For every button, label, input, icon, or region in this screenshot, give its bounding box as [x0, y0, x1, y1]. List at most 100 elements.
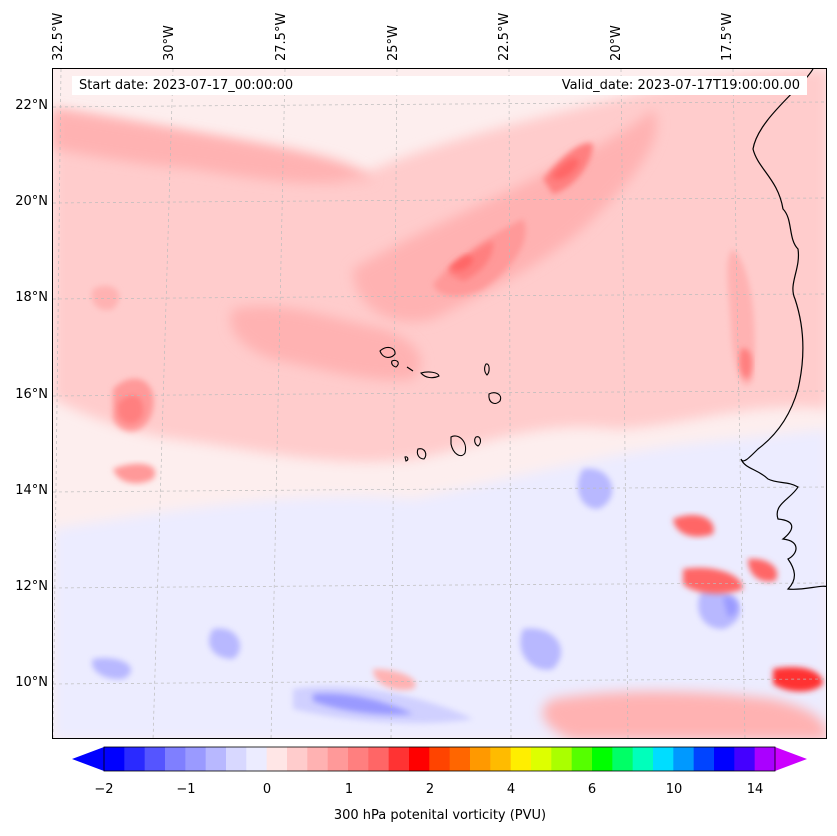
colorbar-under-arrow — [72, 747, 104, 771]
pv-contour-fills — [53, 69, 826, 738]
lat-label-10n: 10°N — [15, 675, 48, 690]
lon-label-25w: 25°W — [386, 25, 401, 61]
lat-label-12n: 12°N — [15, 579, 48, 594]
pv-max-1 — [448, 255, 473, 271]
colorbar-swatch — [551, 747, 573, 771]
pv-e-max-1 — [683, 567, 743, 594]
colorbar-swatch — [287, 747, 308, 771]
pv-negative-blob-2 — [520, 628, 562, 670]
lat-label-16n: 16°N — [15, 387, 48, 402]
cb-tick-6: 6 — [587, 782, 597, 797]
colorbar-swatch — [409, 747, 430, 771]
colorbar-label: 300 hPa potenital vorticity (PVU) — [333, 808, 547, 823]
colorbar-over-arrow — [775, 747, 807, 771]
colorbar-swatch — [104, 747, 125, 771]
colorbar-swatch — [327, 747, 349, 771]
pv-colorbar — [72, 746, 807, 772]
colorbar-swatch — [429, 747, 451, 771]
cb-tick-1: 1 — [344, 782, 354, 797]
cb-tick-neg2: −2 — [94, 782, 114, 797]
cb-tick-10: 10 — [665, 782, 683, 797]
cb-tick-neg1: −1 — [176, 782, 196, 797]
pv-max-2 — [553, 158, 579, 180]
colorbar-swatch — [368, 747, 390, 771]
colorbar-swatch — [531, 747, 552, 771]
pv-negative-blob-6 — [209, 628, 241, 659]
colorbar-swatch — [348, 747, 369, 771]
colorbar-swatch — [510, 747, 532, 771]
colorbar-swatch — [205, 747, 227, 771]
pv-negative-blob-4 — [723, 596, 738, 617]
colorbar-outline — [103, 746, 776, 772]
lat-label-22n: 22°N — [15, 98, 48, 113]
pv-nw-band — [53, 109, 373, 184]
colorbar-swatch — [185, 747, 207, 771]
colorbar-swatch — [307, 747, 329, 771]
colorbar-swatch — [470, 747, 491, 771]
lon-label-30w: 30°W — [162, 25, 177, 61]
island-sao-vicente — [391, 359, 399, 368]
colorbar-swatch — [612, 747, 634, 771]
colorbar-swatch — [124, 747, 146, 771]
colorbar-swatch — [571, 747, 593, 771]
colorbar-swatch — [632, 747, 654, 771]
valid-date-label: Valid_date: 2023-07-17T19:00:00.00 — [561, 78, 800, 93]
island-santiago — [450, 435, 467, 457]
colorbar-swatch — [388, 747, 410, 771]
lat-label-20n: 20°N — [15, 194, 48, 209]
pv-south-band — [542, 691, 826, 738]
island-santo-antao — [379, 346, 396, 358]
colorbar-swatch — [490, 747, 512, 771]
colorbar-swatch — [592, 747, 613, 771]
pv-e-max-2 — [673, 514, 714, 537]
pv-west-blob-4 — [91, 285, 120, 311]
lon-label-27-5w: 27.5°W — [274, 12, 289, 61]
lon-label-32-5w: 32.5°W — [51, 12, 66, 61]
island-sao-nicolau — [420, 371, 440, 379]
lat-label-18n: 18°N — [15, 290, 48, 305]
colorbar-swatch — [226, 747, 247, 771]
pv-coastal-max — [739, 348, 753, 379]
cb-tick-0: 0 — [262, 782, 272, 797]
pv-mid-band — [230, 306, 422, 380]
colorbar-swatch — [449, 747, 471, 771]
pv-field-map — [53, 69, 826, 738]
colorbar-swatch — [144, 747, 166, 771]
lon-label-22-5w: 22.5°W — [497, 12, 512, 61]
island-maio — [474, 436, 481, 447]
africa-coastline — [740, 69, 826, 590]
pv-e-max-3 — [748, 558, 778, 582]
pv-negative-blob-5 — [578, 468, 613, 509]
colorbar-swatch — [734, 747, 756, 771]
map-panel[interactable]: Start date: 2023-07-17_00:00:00 Valid_da… — [52, 68, 827, 739]
pv-s-blob — [373, 669, 416, 690]
island-santa-luzia — [406, 366, 414, 372]
colorbar-swatch — [754, 747, 776, 771]
pv-negative-blob-7 — [92, 658, 132, 680]
colorbar-swatch — [693, 747, 715, 771]
pv-negative-blob-1 — [313, 693, 413, 715]
island-fogo — [416, 448, 427, 460]
date-header-bar: Start date: 2023-07-17_00:00:00 Valid_da… — [72, 76, 807, 95]
colorbar-swatch — [653, 747, 674, 771]
island-brava — [404, 456, 409, 462]
cb-tick-4: 4 — [506, 782, 516, 797]
pv-west-blob-2 — [118, 395, 144, 424]
island-boa-vista — [488, 392, 502, 404]
colorbar-swatch — [673, 747, 695, 771]
cb-tick-2: 2 — [425, 782, 435, 797]
colorbar-swatch — [246, 747, 268, 771]
lat-label-14n: 14°N — [15, 483, 48, 498]
colorbar-swatch — [714, 747, 735, 771]
island-sal — [484, 363, 490, 376]
cb-tick-14: 14 — [746, 782, 764, 797]
cape-verde-islands — [379, 346, 502, 462]
colorbar-swatch — [165, 747, 186, 771]
gridlines — [53, 69, 826, 738]
start-date-label: Start date: 2023-07-17_00:00:00 — [79, 78, 294, 93]
pv-negative-region-south — [53, 429, 826, 738]
coastline — [740, 69, 826, 590]
colorbar-swatch — [266, 747, 288, 771]
colorbar-swatches — [104, 747, 776, 771]
lon-label-20w: 20°W — [609, 25, 624, 61]
